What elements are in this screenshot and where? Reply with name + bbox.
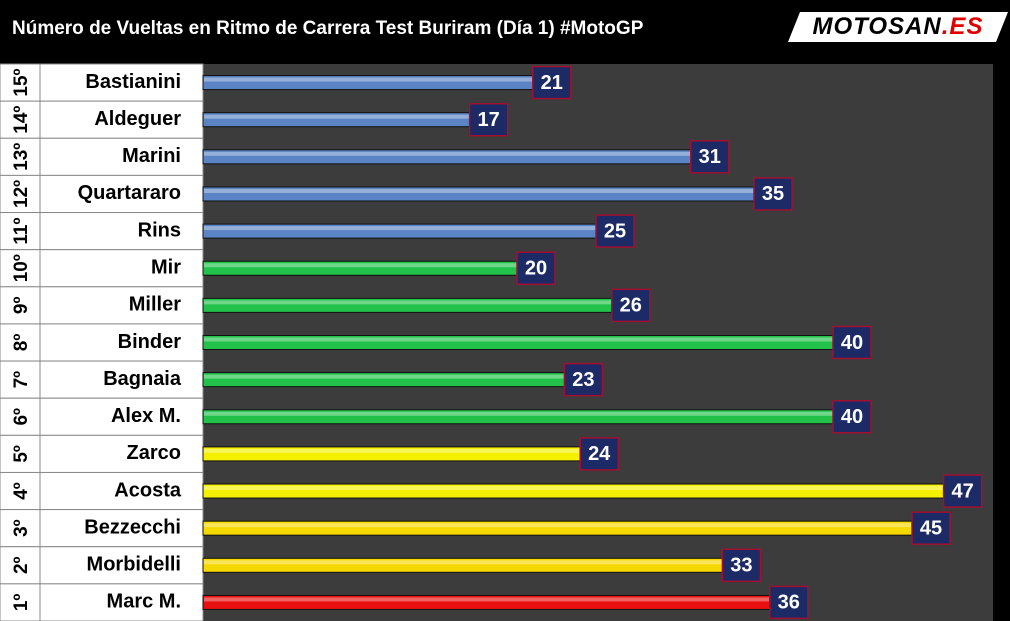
name-cell (39, 323, 204, 362)
bar-highlight (204, 114, 471, 119)
value-label: 40 (841, 332, 863, 354)
logo-badge (788, 12, 1008, 42)
bar-highlight (204, 374, 566, 379)
rank-cell (0, 174, 41, 214)
value-label-box (721, 548, 762, 583)
bar-highlight (204, 523, 913, 528)
value-label-box (516, 251, 556, 285)
value-label-box (595, 214, 635, 248)
chart-title: Número de Vueltas en Ritmo de Carrera Te… (12, 18, 644, 39)
value-label: 36 (778, 592, 800, 614)
value-label: 33 (730, 555, 752, 577)
name-cell (39, 397, 204, 436)
bar-highlight (204, 263, 518, 268)
value-label-box (611, 288, 651, 323)
bar-highlight (204, 77, 534, 82)
category-label: Aldeguer (94, 108, 181, 130)
name-cell (39, 100, 204, 139)
category-label: Zarco (127, 442, 181, 464)
rank-label: 3º (11, 519, 32, 537)
name-cell (39, 212, 204, 251)
rank-label: 8º (11, 334, 32, 352)
rank-label: 11º (11, 218, 32, 245)
rank-label: 4º (11, 482, 32, 500)
category-label: Marini (122, 145, 181, 167)
value-label-box (832, 325, 872, 360)
value-label: 35 (762, 183, 784, 205)
name-cell (39, 63, 204, 102)
rank-cell (0, 212, 41, 251)
rank-cell (0, 63, 41, 102)
value-label-box (832, 400, 872, 434)
category-label: Bezzecchi (84, 516, 181, 538)
value-label-box (579, 437, 619, 471)
value-label: 45 (920, 517, 942, 539)
rank-cell (0, 583, 41, 621)
value-label: 31 (699, 146, 721, 168)
value-label-box (942, 474, 983, 508)
rank-label: 12º (11, 180, 32, 208)
bar-highlight (204, 486, 945, 491)
value-label: 17 (477, 109, 499, 131)
rank-label: 6º (11, 408, 32, 426)
value-label: 24 (588, 443, 611, 465)
value-label-box (753, 177, 793, 211)
bar-highlight (204, 560, 724, 565)
name-cell (39, 546, 204, 585)
bar-highlight (204, 188, 755, 193)
category-label: Bastianini (85, 71, 181, 93)
category-label: Quartararo (78, 182, 181, 204)
logo-main: MOTOSAN (813, 13, 942, 40)
value-label-box (690, 140, 730, 174)
category-label: Bagnaia (103, 368, 182, 390)
value-label: 26 (620, 295, 642, 317)
rank-label: 13º (11, 143, 32, 171)
value-label: 40 (841, 406, 863, 428)
rank-label: 5º (11, 445, 32, 463)
value-label-box (769, 585, 809, 620)
category-label: Binder (118, 331, 182, 353)
value-label: 23 (572, 369, 594, 391)
value-label: 47 (951, 480, 973, 502)
category-label: Alex M. (111, 405, 181, 427)
rank-label: 7º (11, 371, 32, 389)
name-cell (39, 174, 204, 214)
bar-highlight (204, 337, 834, 342)
category-label: Mir (151, 257, 181, 279)
value-label-box (911, 511, 951, 545)
logo-suffix: .ES (942, 13, 984, 40)
rank-label: 14º (11, 106, 32, 134)
rank-label: 10º (11, 254, 32, 282)
rank-cell (0, 286, 41, 325)
name-cell (39, 434, 204, 473)
value-label-box (532, 65, 572, 100)
bar-highlight (204, 151, 692, 156)
name-cell (39, 286, 204, 325)
bar-highlight (204, 226, 597, 231)
value-label: 25 (604, 220, 626, 242)
rank-label: 15º (11, 68, 32, 96)
category-label: Miller (129, 294, 181, 316)
bar-highlight (204, 448, 582, 453)
name-cell (39, 583, 204, 621)
value-label-box (468, 102, 509, 137)
value-label: 20 (525, 258, 547, 280)
name-cell (39, 509, 204, 548)
value-label-box (563, 362, 604, 397)
bar-highlight (204, 597, 771, 602)
name-cell (39, 137, 204, 176)
rank-label: 2º (11, 556, 32, 574)
category-label: Rins (138, 219, 181, 241)
category-label: Marc M. (107, 591, 181, 613)
logo: MOTOSAN.ES (813, 13, 984, 40)
category-label: Morbidelli (87, 554, 181, 576)
bar-highlight (204, 300, 613, 305)
rank-label: 1º (11, 594, 32, 612)
rank-cell (0, 360, 41, 399)
rank-label: 9º (11, 297, 32, 315)
value-label: 21 (541, 72, 563, 94)
bar-highlight (204, 411, 834, 416)
category-label: Acosta (114, 479, 182, 501)
